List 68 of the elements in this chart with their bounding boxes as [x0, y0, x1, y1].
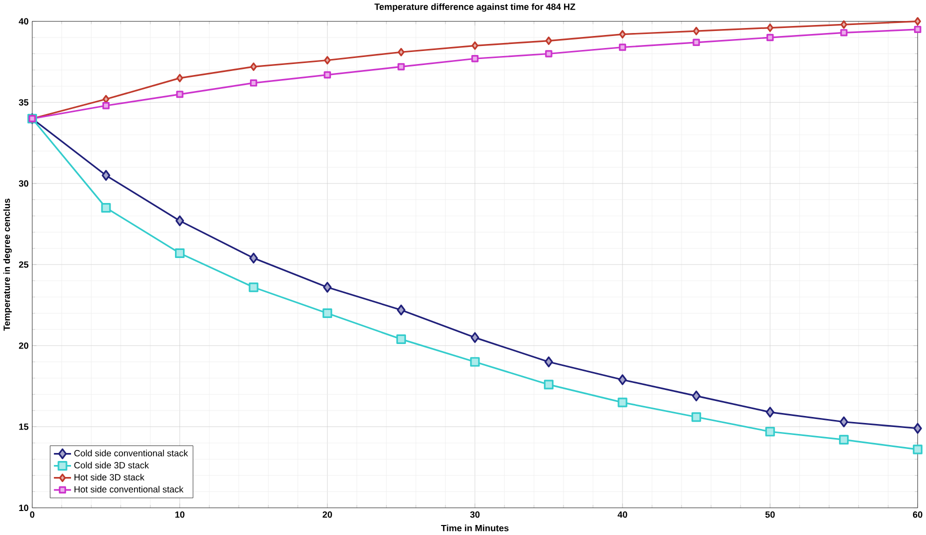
point — [396, 304, 406, 316]
y-tick-label: 30 — [18, 180, 28, 187]
y-tick-label: 10 — [19, 504, 28, 512]
y-tick-label: 20 — [18, 342, 28, 350]
x-tick-label: 30 — [470, 512, 480, 518]
point — [840, 29, 848, 36]
point — [102, 102, 110, 110]
point — [840, 20, 848, 29]
point — [766, 34, 774, 42]
point — [398, 63, 405, 71]
point — [692, 390, 701, 402]
point — [544, 356, 553, 368]
legend-label: Hot side conventional stack — [74, 486, 184, 493]
x-tick-label: 60 — [912, 512, 922, 518]
point — [619, 30, 626, 39]
point — [176, 90, 184, 98]
point — [766, 24, 774, 32]
chart-title: Temperature difference against time for 484 HZ — [374, 4, 576, 12]
x-tick-label: 0 — [30, 512, 34, 518]
point — [322, 308, 332, 318]
point — [176, 74, 184, 82]
x-tick-label: 10 — [175, 512, 184, 518]
x-tick-label: 40 — [618, 512, 628, 518]
y-tick-label: 15 — [19, 424, 28, 430]
point — [914, 17, 922, 26]
point — [545, 36, 552, 46]
point — [398, 48, 404, 57]
point — [176, 216, 184, 226]
point — [470, 332, 480, 344]
point — [323, 282, 332, 293]
point — [248, 282, 258, 292]
x-axis-title: Time in Minutes — [441, 524, 509, 532]
x-tick-label: 20 — [322, 512, 332, 518]
point — [470, 357, 480, 367]
y-tick-label: 35 — [18, 99, 28, 106]
point — [691, 412, 702, 422]
point — [913, 423, 922, 434]
y-tick-label: 40 — [18, 18, 28, 25]
point — [101, 203, 111, 213]
y-axis-title: Temperature in degree cenclus — [3, 198, 12, 331]
point — [249, 252, 258, 264]
point — [618, 374, 627, 386]
x-tick-label: 50 — [765, 512, 775, 518]
legend-label: Cold side 3D stack — [74, 462, 149, 469]
legend-label: Hot side 3D stack — [74, 474, 144, 481]
point — [250, 62, 257, 72]
point — [840, 416, 848, 428]
point — [396, 334, 406, 344]
point — [174, 248, 185, 258]
point — [692, 27, 700, 36]
point — [618, 44, 626, 52]
point — [914, 26, 922, 34]
y-tick-label: 25 — [18, 262, 28, 268]
point — [544, 380, 554, 390]
point — [912, 444, 922, 454]
point — [839, 435, 849, 445]
point — [765, 427, 775, 437]
point — [250, 80, 258, 87]
point — [472, 42, 478, 50]
point — [324, 56, 331, 65]
point — [324, 71, 331, 79]
point — [102, 170, 110, 181]
point — [618, 398, 628, 408]
legend-label: Cold side conventional stack — [74, 450, 188, 457]
point — [692, 39, 700, 46]
point — [471, 55, 479, 62]
point — [766, 406, 774, 418]
point — [545, 50, 552, 58]
